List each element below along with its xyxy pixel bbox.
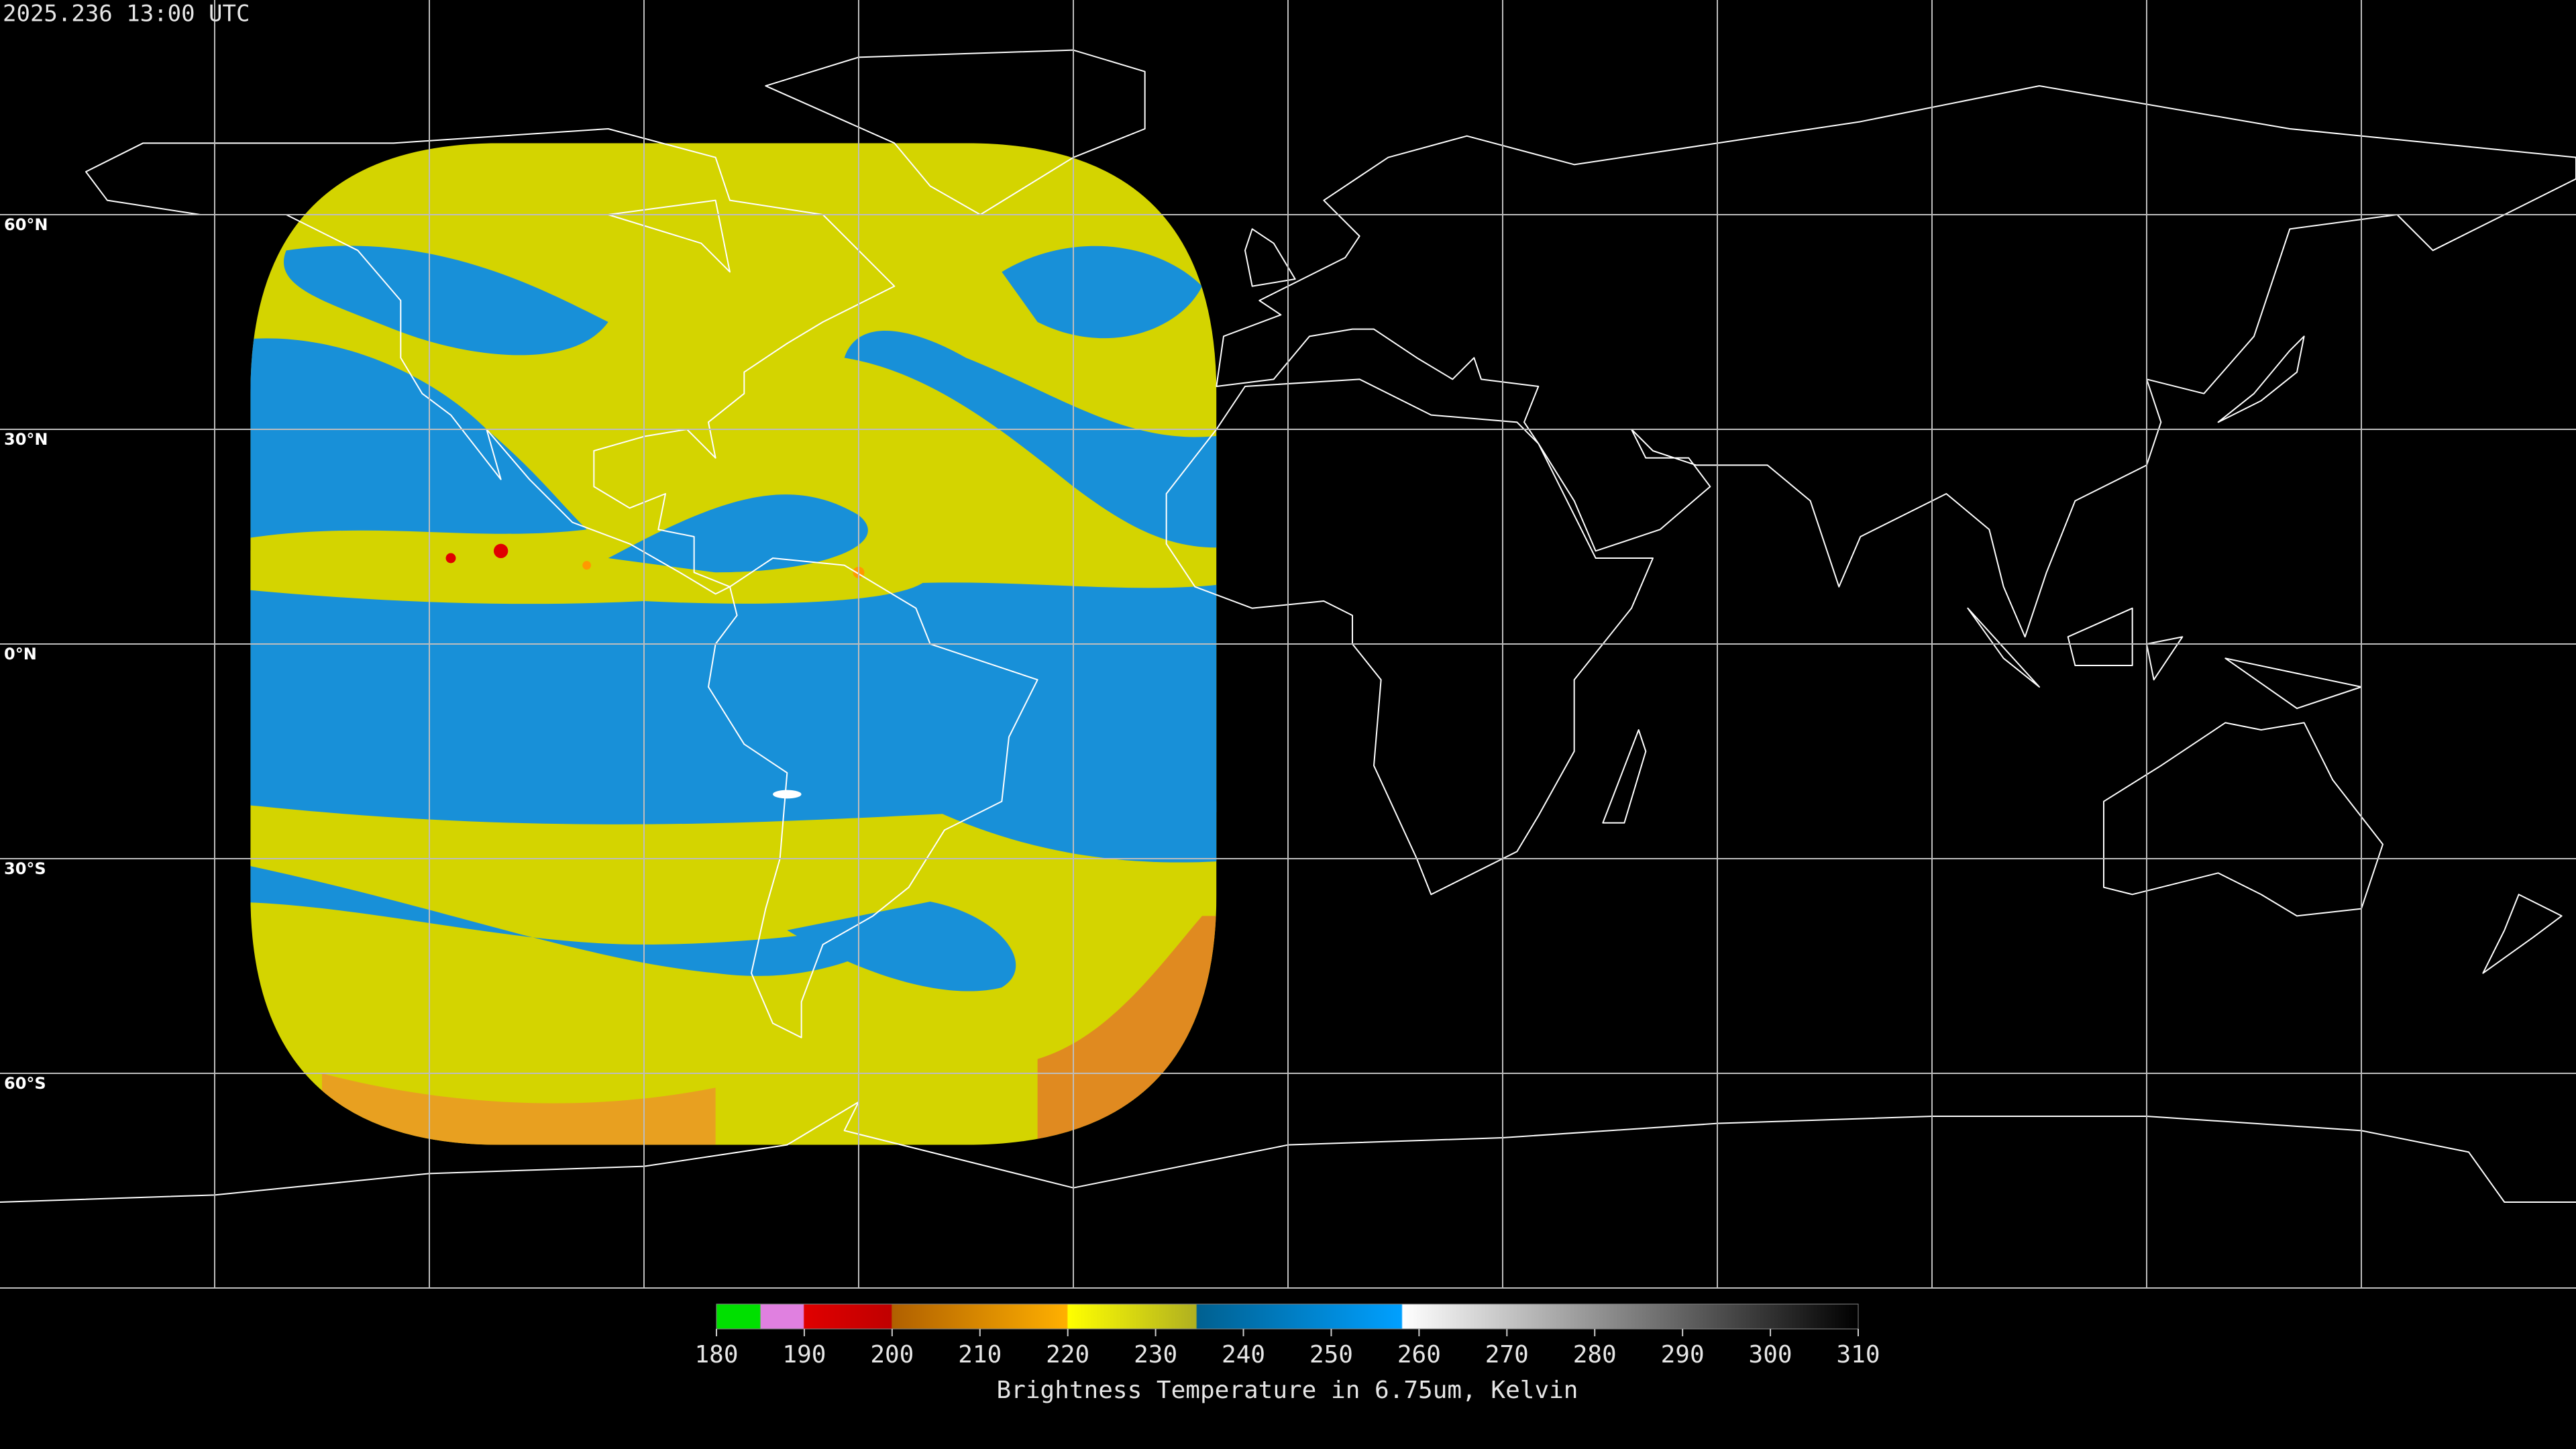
colorbar-tick-label: 220 xyxy=(1046,1341,1089,1368)
colorbar-title: Brightness Temperature in 6.75um, Kelvin xyxy=(997,1377,1578,1404)
colorbar-tick-label: 280 xyxy=(1573,1341,1617,1368)
colorbar-tick-label: 180 xyxy=(694,1341,738,1368)
timestamp: 2025.236 13:00 UTC xyxy=(3,1,250,28)
colorbar-tick-label: 240 xyxy=(1222,1341,1265,1368)
colorbar-tick-label: 230 xyxy=(1134,1341,1177,1368)
colorbar-tick-label: 260 xyxy=(1397,1341,1441,1368)
colorbar-tick-label: 200 xyxy=(870,1341,914,1368)
lat-labels: 60°N 30°N 0°N 30°S 60°S xyxy=(4,215,48,1093)
lat-label: 60°S xyxy=(4,1074,46,1093)
lat-label: 0°N xyxy=(4,645,37,663)
colorbar xyxy=(716,1303,1859,1330)
lat-label: 30°S xyxy=(4,859,46,878)
colorbar-ticks: 180 190 200 210 220 230 240 250 260 270 280 290 300 3… xyxy=(694,1329,1880,1368)
lat-label: 60°N xyxy=(4,215,48,234)
colorbar-tick-label: 310 xyxy=(1836,1341,1880,1368)
colorbar-tick-label: 190 xyxy=(782,1341,826,1368)
graticule xyxy=(0,0,2576,1288)
colorbar-tick-label: 250 xyxy=(1309,1341,1353,1368)
colorbar-tick-label: 290 xyxy=(1661,1341,1705,1368)
colorbar-tick-label: 210 xyxy=(958,1341,1002,1368)
lat-label: 30°N xyxy=(4,430,48,449)
colorbar-tick-label: 300 xyxy=(1749,1341,1792,1368)
colorbar-tick-label: 270 xyxy=(1485,1341,1529,1368)
